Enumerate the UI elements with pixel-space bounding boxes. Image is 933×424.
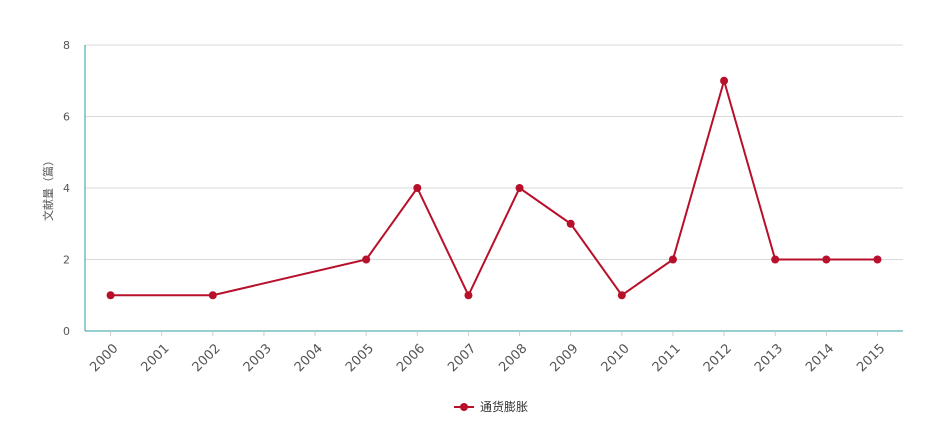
data-point bbox=[566, 219, 575, 228]
data-point bbox=[362, 255, 371, 264]
x-tick-label: 2011 bbox=[650, 341, 684, 375]
y-tick-label: 6 bbox=[63, 111, 70, 124]
data-point bbox=[771, 255, 780, 264]
data-point bbox=[873, 255, 882, 264]
x-tick-label: 2002 bbox=[190, 341, 224, 375]
x-tick-label: 2003 bbox=[241, 341, 275, 375]
y-tick-label: 2 bbox=[63, 254, 70, 267]
data-point bbox=[413, 184, 422, 192]
data-point bbox=[106, 291, 115, 300]
y-axis-label: 文献量（篇） bbox=[41, 155, 55, 221]
data-point bbox=[464, 291, 473, 300]
x-tick-label: 2001 bbox=[139, 341, 173, 375]
data-point bbox=[617, 291, 626, 300]
data-point bbox=[668, 255, 677, 264]
y-tick-label: 4 bbox=[63, 182, 70, 195]
y-tick-label: 0 bbox=[63, 325, 70, 338]
x-tick-label: 2005 bbox=[343, 341, 377, 375]
data-point bbox=[720, 76, 729, 85]
x-tick-label: 2013 bbox=[752, 341, 786, 375]
x-tick-label: 2004 bbox=[292, 341, 326, 375]
data-point bbox=[822, 255, 831, 264]
x-tick-label: 2006 bbox=[394, 341, 428, 375]
x-tick-label: 2015 bbox=[854, 341, 888, 375]
x-tick-label: 2007 bbox=[445, 341, 479, 375]
data-point bbox=[515, 184, 524, 192]
x-tick-label: 2008 bbox=[496, 341, 530, 375]
data-point bbox=[208, 291, 217, 300]
x-tick-label: 2000 bbox=[87, 341, 121, 375]
x-tick-label: 2012 bbox=[701, 341, 735, 375]
legend-marker bbox=[460, 403, 468, 411]
x-tick-label: 2010 bbox=[599, 341, 633, 375]
legend-label: 通货膨胀 bbox=[480, 399, 528, 414]
x-tick-label: 2009 bbox=[548, 341, 582, 375]
y-tick-label: 8 bbox=[63, 39, 70, 52]
x-tick-label: 2014 bbox=[803, 341, 837, 375]
